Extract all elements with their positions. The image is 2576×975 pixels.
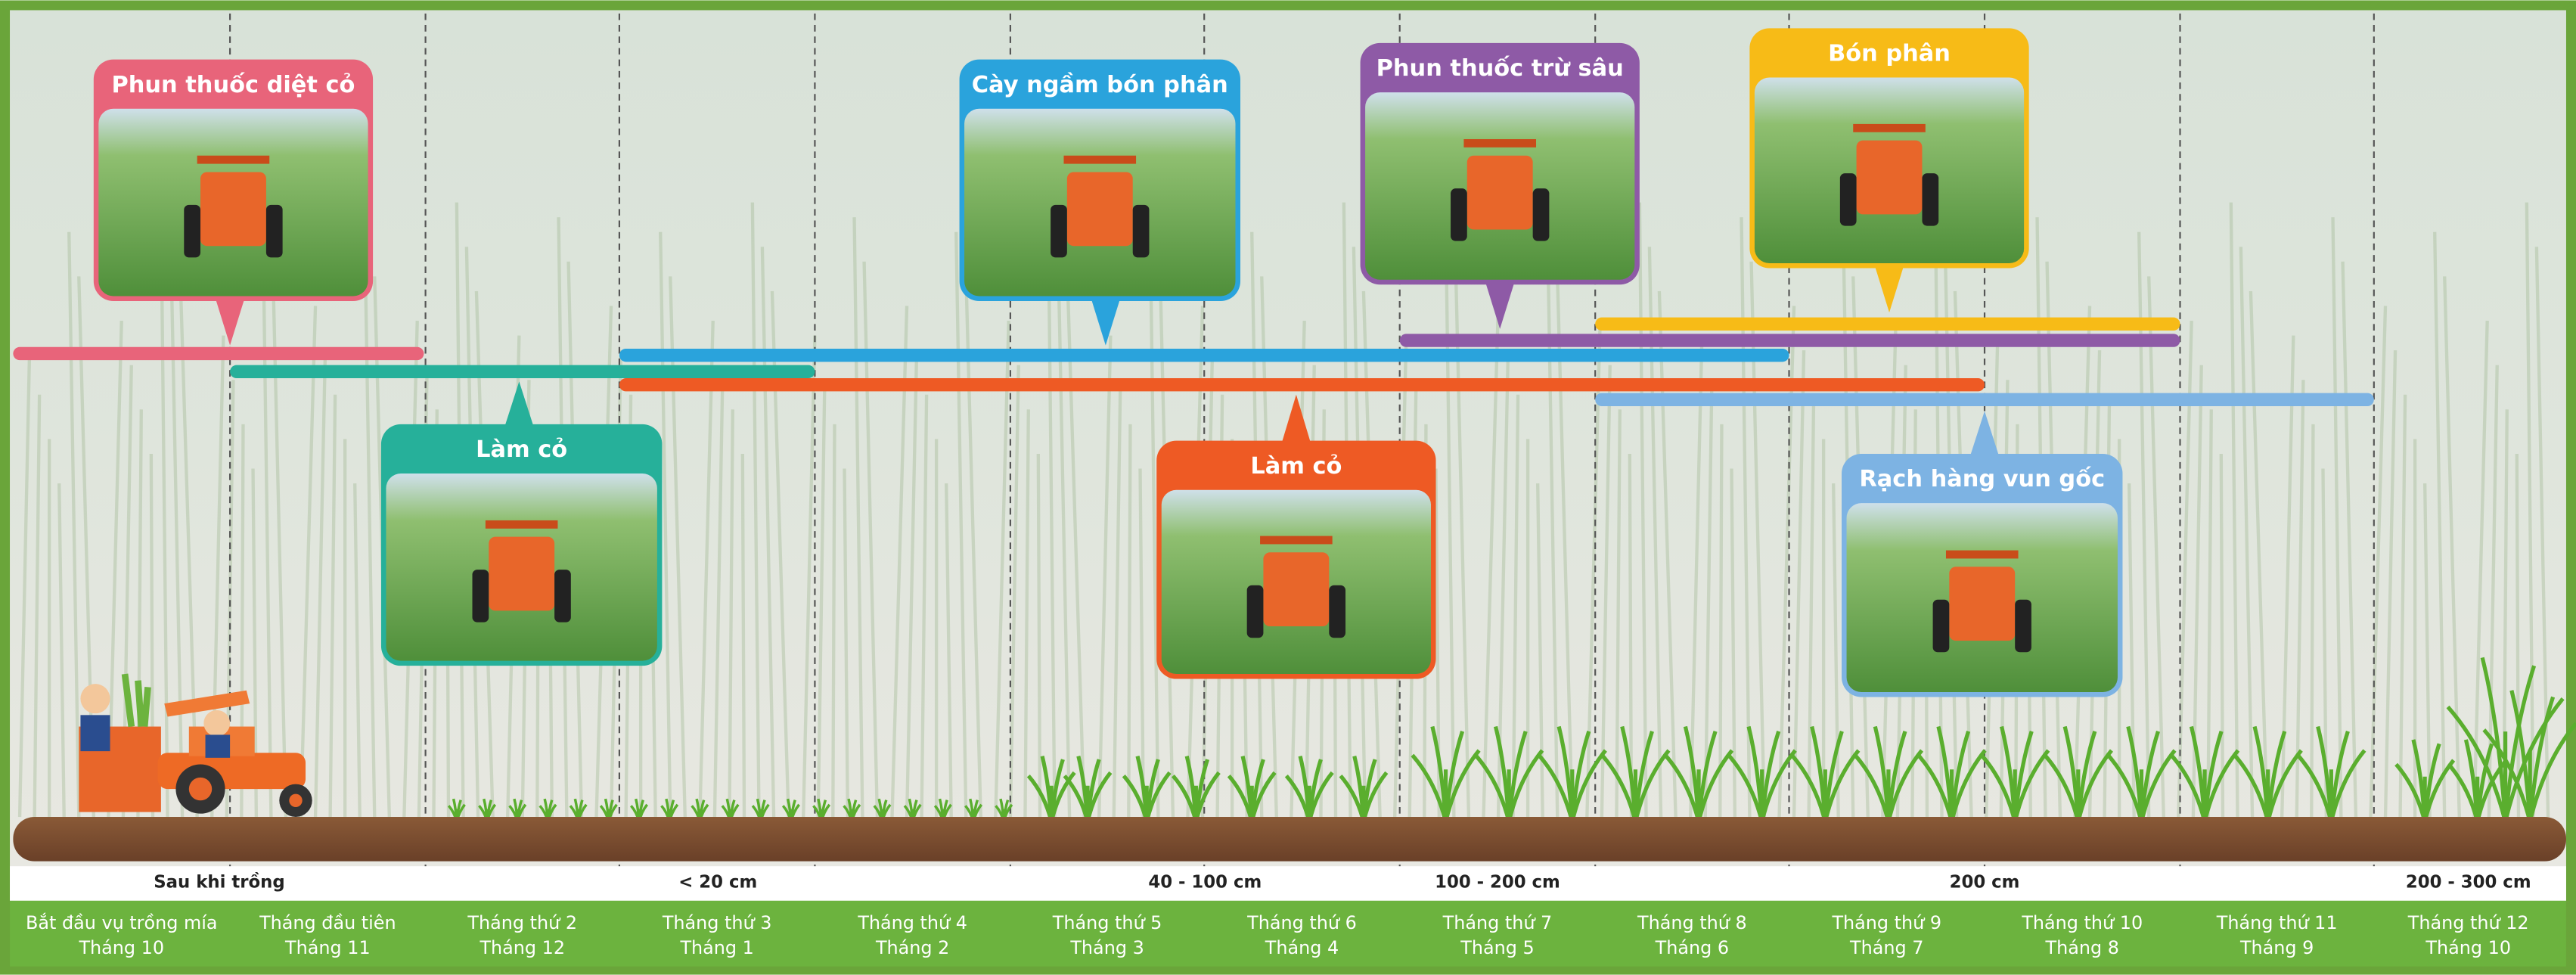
stage-label: < 20 cm (678, 872, 757, 892)
month-label: Tháng thứ 3 (662, 912, 772, 933)
month-label: Tháng 12 (479, 937, 565, 958)
tractor-roof (1063, 156, 1136, 164)
month-label: Tháng 4 (1265, 937, 1339, 958)
tractor-roof (486, 520, 558, 529)
tractor-roof (1260, 536, 1333, 545)
month-label: Tháng thứ 10 (2021, 912, 2143, 933)
card-title: Rạch hàng vun gốc (1859, 466, 2105, 492)
month-label: Tháng 3 (1069, 937, 1144, 958)
month-label: Tháng đầu tiên (259, 912, 396, 933)
card-title: Cày ngầm bón phân (972, 72, 1228, 98)
tractor-wheel (2015, 600, 2031, 653)
month-label: Tháng thứ 7 (1442, 912, 1553, 933)
cane-stalk (2517, 454, 2519, 817)
month-label: Tháng 1 (679, 937, 753, 958)
month-label: Tháng thứ 11 (2216, 912, 2338, 933)
month-label: Tháng 8 (2045, 937, 2119, 958)
stage-label: 200 cm (1950, 872, 2020, 892)
tractor-body (1067, 172, 1133, 246)
month-label: Tháng 9 (2239, 937, 2314, 958)
month-label: Tháng thứ 2 (467, 912, 577, 933)
card-title: Làm cỏ (1250, 453, 1342, 480)
stage-label: 40 - 100 cm (1148, 872, 1262, 892)
month-label: Tháng thứ 5 (1052, 912, 1162, 933)
tractor-roof (1853, 124, 1926, 132)
stage-label: Sau khi trồng (154, 871, 284, 892)
cane-stalk (743, 454, 744, 817)
stage-label: 200 - 300 cm (2406, 872, 2531, 892)
tractor-wheel (1247, 585, 1264, 638)
month-label: Tháng thứ 9 (1831, 912, 1941, 933)
tractor-body (1467, 156, 1533, 230)
tractor-body (489, 537, 554, 611)
tractor-wheel (473, 570, 489, 623)
tractor-wheel (1533, 188, 1550, 241)
tractor-wheel (1922, 173, 1938, 226)
card: Rạch hàng vun gốc (1842, 411, 2122, 697)
tractor-wheel (1451, 188, 1467, 241)
tractor-body (1263, 552, 1329, 626)
month-label: Bắt đầu vụ trồng mía (26, 911, 218, 933)
month-label: Tháng thứ 12 (2407, 912, 2529, 933)
month-label: Tháng thứ 6 (1246, 912, 1357, 933)
card-title: Phun thuốc diệt cỏ (111, 72, 355, 98)
card-title: Bón phân (1828, 41, 1951, 67)
cane-stalk (1038, 454, 1040, 817)
tractor-body (1949, 567, 2015, 641)
cane-stalk (1128, 424, 1130, 817)
tractor-roof (1463, 139, 1536, 147)
stage-label: 100 - 200 cm (1435, 872, 1560, 892)
tractor-wheel (554, 570, 571, 623)
cane-stalk (1720, 424, 1721, 817)
tractor-wheel (1329, 585, 1345, 638)
tractor-body (1857, 141, 1923, 215)
cane-stalk (2221, 454, 2223, 817)
page: Phun thuốc diệt cỏ Làm cỏ Cày ngầm bón phâ… (0, 0, 2576, 975)
month-label: Tháng 10 (2425, 937, 2511, 958)
tractor-wheel (184, 205, 200, 258)
tractor-wheel (1933, 600, 1950, 653)
month-label: Tháng 10 (78, 937, 164, 958)
tractor-wheel (266, 205, 283, 258)
tractor-roof (1946, 551, 2019, 559)
stage-band (10, 866, 2566, 901)
tractor-wheel (1133, 205, 1150, 258)
month-label: Tháng 5 (1460, 937, 1534, 958)
tractor-wheel (1051, 205, 1067, 258)
cane-stalk (2311, 424, 2313, 817)
tractor-body (200, 172, 266, 246)
card-title: Phun thuốc trừ sâu (1376, 55, 1624, 82)
card-title: Làm cỏ (476, 436, 567, 463)
month-label: Tháng thứ 4 (857, 912, 967, 933)
month-label: Tháng 6 (1655, 937, 1729, 958)
infographic: Phun thuốc diệt cỏ Làm cỏ Cày ngầm bón phâ… (0, 0, 2576, 975)
month-label: Tháng thứ 8 (1637, 912, 1747, 933)
tractor-wheel (1840, 173, 1857, 226)
tractor-roof (197, 156, 270, 164)
soil (13, 817, 2566, 862)
month-label: Tháng 7 (1849, 937, 1923, 958)
month-label: Tháng 2 (875, 937, 949, 958)
month-label: Tháng 11 (284, 937, 371, 958)
cane-stalk (833, 424, 834, 817)
